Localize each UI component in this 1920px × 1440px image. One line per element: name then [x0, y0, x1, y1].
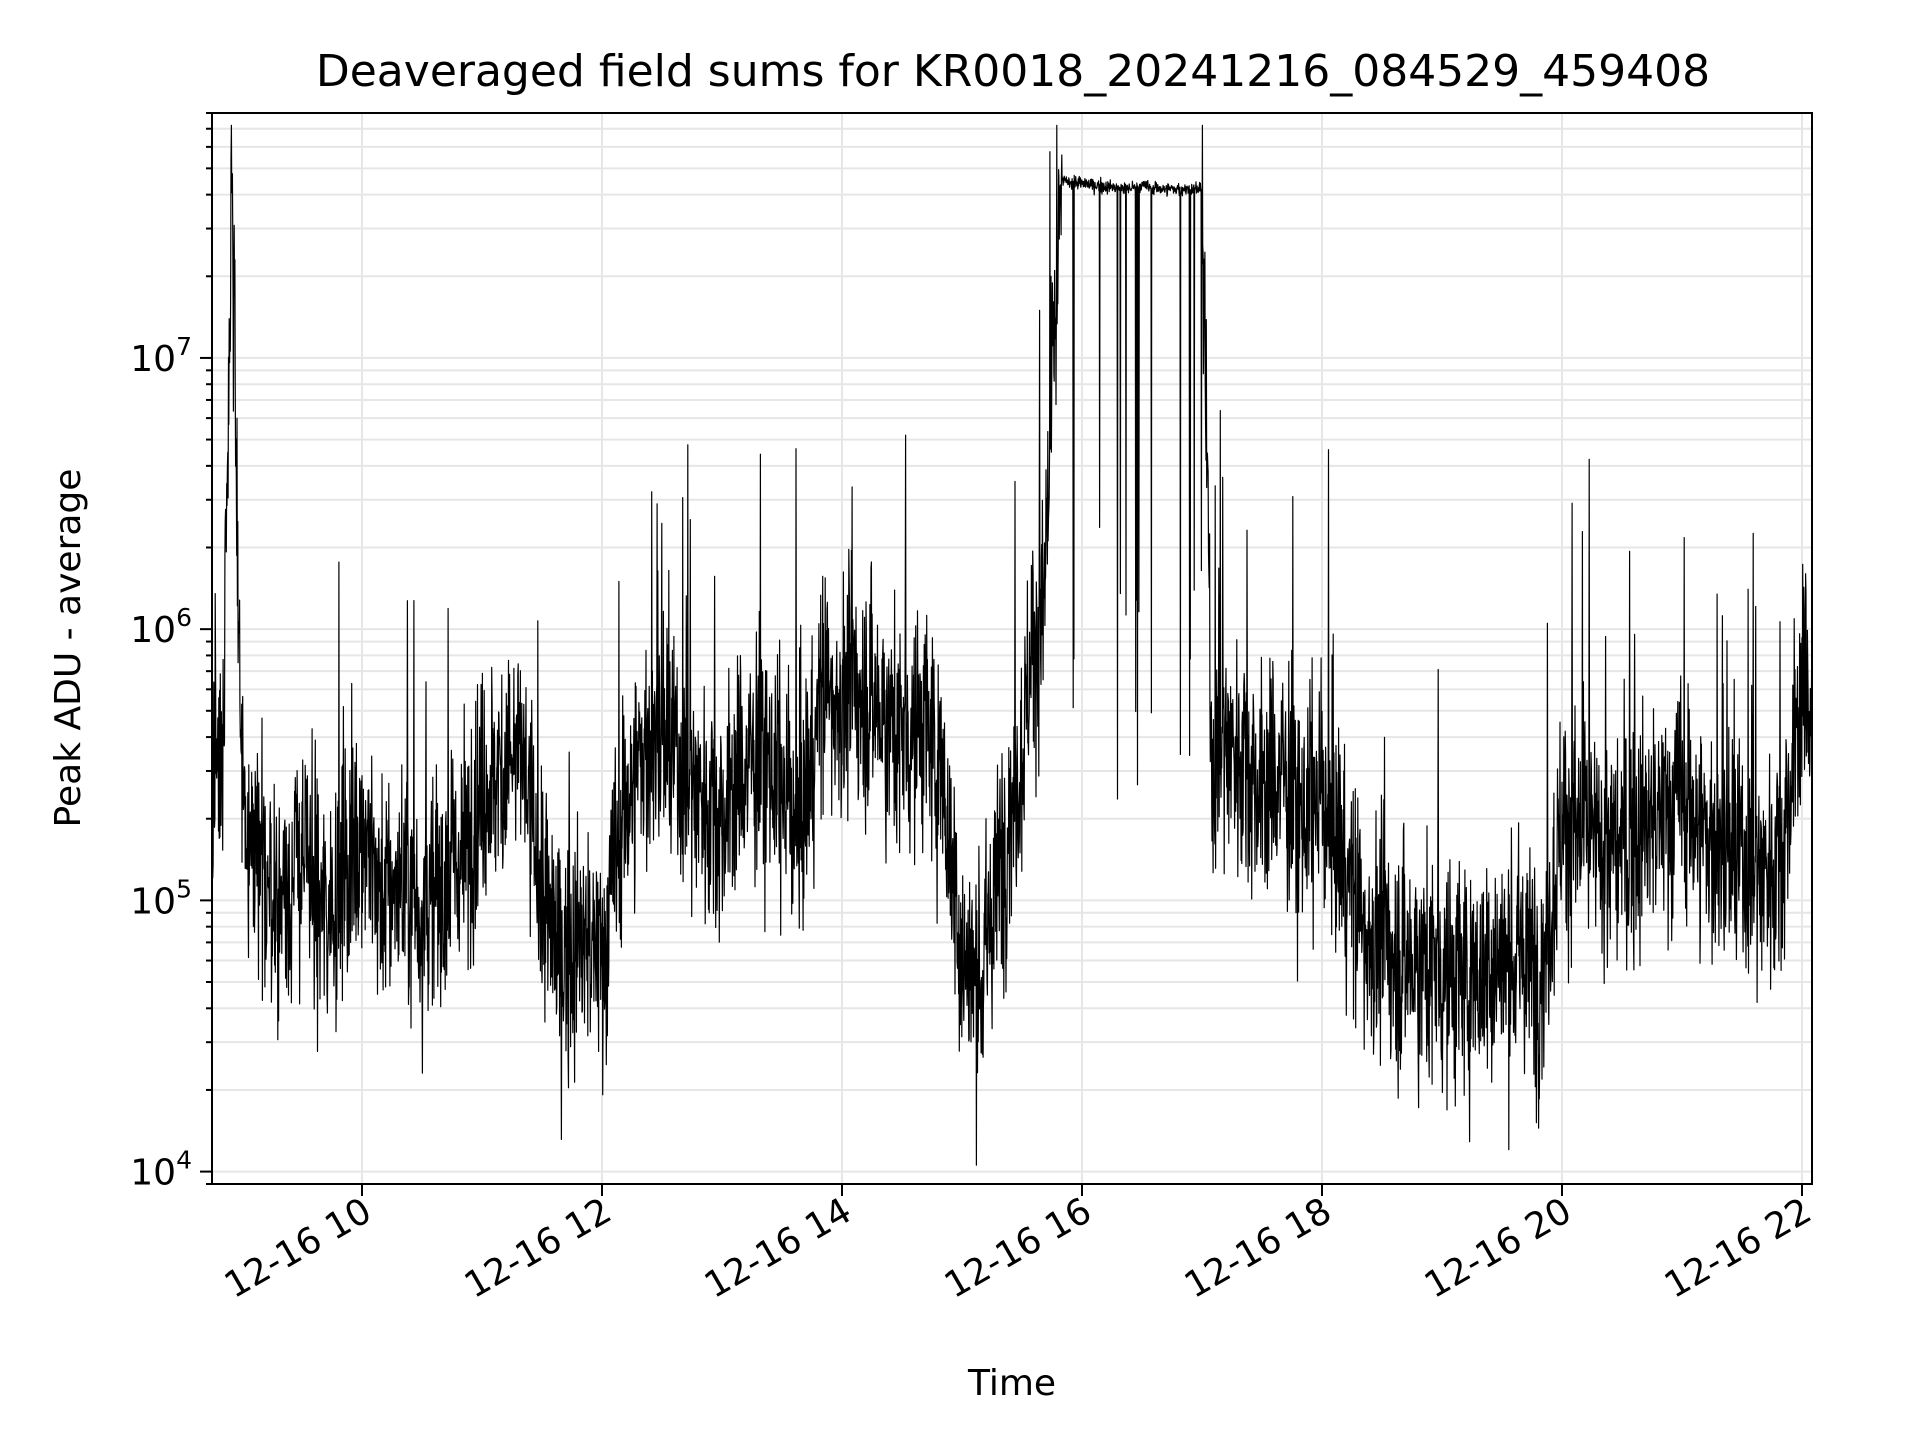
- series-line: [212, 124, 1812, 1166]
- x-axis-label: Time: [967, 1363, 1056, 1404]
- y-tick-label: 105: [130, 874, 192, 922]
- y-tick-label: 107: [130, 332, 192, 380]
- y-tick-label: 104: [130, 1146, 192, 1194]
- plot-frame: [211, 112, 1813, 1185]
- y-axis-label: Peak ADU - average: [48, 469, 89, 828]
- y-tick-label: 106: [130, 603, 192, 651]
- y-axis-ticks: 104 105 106 107: [130, 112, 212, 1194]
- series-group: [212, 124, 1812, 1166]
- chart-title: Deaveraged field sums for KR0018_2024121…: [316, 46, 1710, 97]
